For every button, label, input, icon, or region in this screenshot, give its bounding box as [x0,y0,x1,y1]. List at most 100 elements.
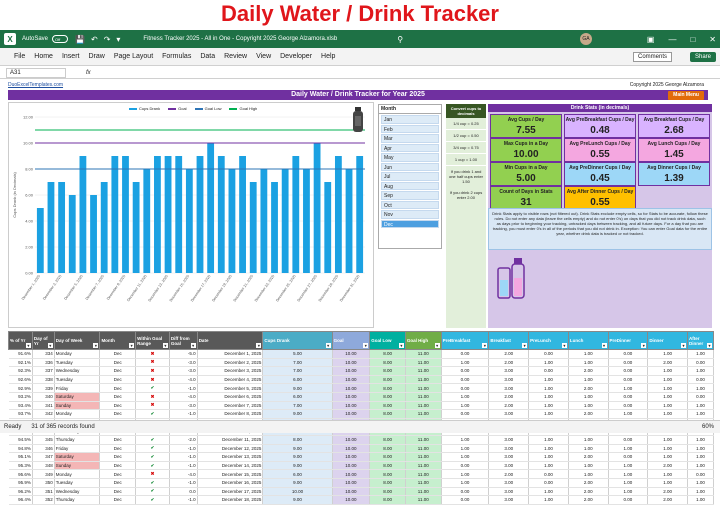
table-cell[interactable]: 2.00 [488,358,530,368]
share-button[interactable]: Share [689,51,716,62]
table-cell[interactable]: Dec [99,401,137,411]
table-cell[interactable]: 3.00 [488,383,530,393]
table-cell[interactable]: December 15, 2025 [197,469,264,479]
table-cell[interactable]: 7.00 [262,358,333,368]
table-cell[interactable]: 10.00 [332,409,371,419]
month-item-sep[interactable]: Sep [381,191,439,200]
table-cell[interactable]: 0.00 [608,358,649,368]
table-row[interactable]: 94.8% 346 Friday Dec ✔ -1.0 December 12, 2025 9… [8,444,715,454]
table-cell[interactable]: -1.0 [169,409,198,419]
table-cell[interactable]: 7.00 [262,366,333,376]
table-cell[interactable]: 1.00 [687,452,715,462]
month-item-jul[interactable]: Jul [381,172,439,181]
table-cell[interactable]: 341 [32,401,55,411]
table-cell[interactable]: 95.6% [8,469,33,479]
column-header[interactable]: Month ▾ [99,331,137,350]
table-cell[interactable]: December 12, 2025 [197,444,264,454]
table-cell[interactable]: -3.0 [169,358,198,368]
table-cell[interactable]: -4.0 [169,469,198,479]
table-cell[interactable]: December 13, 2025 [197,452,264,462]
column-header[interactable]: Lunch ▾ [567,331,609,350]
table-row[interactable]: 94.5% 345 Thursday Dec ✔ -2.0 December 11, 202… [8,435,715,445]
table-cell[interactable]: 352 [32,495,55,505]
check-icon[interactable]: ✔ [135,478,170,488]
table-cell[interactable]: -1.0 [169,461,198,471]
column-header[interactable]: Diff from Goal ▾ [168,331,198,350]
table-cell[interactable]: 95.1% [8,452,33,462]
table-cell[interactable]: 2.00 [647,495,688,505]
comments-button[interactable]: Comments [632,51,672,62]
table-cell[interactable]: 349 [32,469,55,479]
column-header[interactable]: Goal Low ▾ [369,331,406,350]
table-cell[interactable]: 0.00 [441,349,490,359]
table-cell[interactable]: 10.00 [262,487,333,497]
table-cell[interactable]: 11.00 [405,401,442,411]
table-cell[interactable]: 350 [32,478,55,488]
table-cell[interactable]: 11.00 [405,349,442,359]
table-cell[interactable]: 1.00 [528,358,569,368]
table-cell[interactable]: 0.00 [441,375,490,385]
table-cell[interactable]: 1.00 [441,358,490,368]
table-cell[interactable]: -3.0 [169,401,198,411]
table-cell[interactable]: 1.00 [687,444,715,454]
table-cell[interactable]: 3.00 [488,366,530,376]
table-row[interactable]: 92.1% 336 Tuesday Dec ✖ -3.0 December 2, 2025 7… [8,358,715,368]
table-cell[interactable]: 1.00 [568,469,609,479]
tab-file[interactable]: File [14,53,26,60]
table-cell[interactable]: 2.00 [488,469,530,479]
table-cell[interactable]: Dec [99,461,137,471]
table-cell[interactable]: December 8, 2025 [197,409,264,419]
table-cell[interactable]: 0.00 [528,349,569,359]
tab-review[interactable]: Review [224,53,248,60]
check-icon[interactable]: ✔ [135,383,170,393]
zoom-level[interactable]: 60% [701,424,714,430]
month-item-aug[interactable]: Aug [381,181,439,190]
filter-dropdown-icon[interactable]: ▾ [47,343,53,348]
table-cell[interactable]: 11.00 [405,435,442,445]
tab-page-layout[interactable]: Page Layout [113,53,154,60]
filter-dropdown-icon[interactable]: ▾ [129,343,135,348]
table-cell[interactable]: 10.00 [332,452,371,462]
table-cell[interactable]: Dec [99,409,137,419]
table-cell[interactable]: 6.00 [262,375,333,385]
table-cell[interactable]: Monday [54,469,101,479]
column-header[interactable]: After Dinner ▾ [686,331,715,350]
table-cell[interactable]: 10.00 [332,444,371,454]
table-row[interactable]: 93.2% 340 Saturday Dec ✖ -4.0 December 6, 2025… [8,392,715,402]
table-cell[interactable]: 1.00 [647,452,688,462]
table-cell[interactable]: 10.00 [332,358,371,368]
table-cell[interactable]: 1.00 [687,366,715,376]
table-cell[interactable]: 339 [32,383,55,393]
column-header[interactable]: PreBreakfast ▾ [440,331,490,350]
table-cell[interactable]: December 2, 2025 [197,358,264,368]
tab-developer[interactable]: Developer [280,53,313,60]
table-cell[interactable]: December 11, 2025 [197,435,264,445]
table-cell[interactable]: 0.00 [528,478,569,488]
table-cell[interactable]: 338 [32,375,55,385]
table-cell[interactable]: 10.00 [332,383,371,393]
table-cell[interactable]: 10.00 [332,469,371,479]
table-cell[interactable]: 11.00 [405,487,442,497]
table-cell[interactable]: 1.00 [568,358,609,368]
table-cell[interactable]: 10.00 [332,349,371,359]
table-cell[interactable]: 8.00 [369,349,406,359]
table-cell[interactable]: 0.00 [441,495,490,505]
table-cell[interactable]: Thursday [54,435,101,445]
table-row[interactable]: 95.6% 349 Monday Dec ✖ -4.0 December 15, 2025 6… [8,469,715,479]
check-icon[interactable]: ✔ [135,487,170,497]
table-cell[interactable]: 1.00 [687,409,715,419]
table-cell[interactable]: 1.00 [608,461,649,471]
table-cell[interactable]: 1.00 [647,444,688,454]
table-cell[interactable]: Wednesday [54,366,101,376]
table-row[interactable]: 95.3% 348 Sunday Dec ✔ -1.0 December 14, 2025 9… [8,461,715,471]
table-cell[interactable]: -1.0 [169,478,198,488]
table-cell[interactable]: 1.00 [528,435,569,445]
table-cell[interactable]: 1.00 [528,452,569,462]
column-header[interactable]: Dinner ▾ [647,331,688,350]
table-cell[interactable]: Dec [99,358,137,368]
table-cell[interactable]: 2.00 [568,495,609,505]
table-cell[interactable]: 1.00 [647,409,688,419]
table-cell[interactable]: 2.00 [647,461,688,471]
table-cell[interactable]: 93.4% [8,401,33,411]
filter-dropdown-icon[interactable]: ▾ [256,343,262,348]
